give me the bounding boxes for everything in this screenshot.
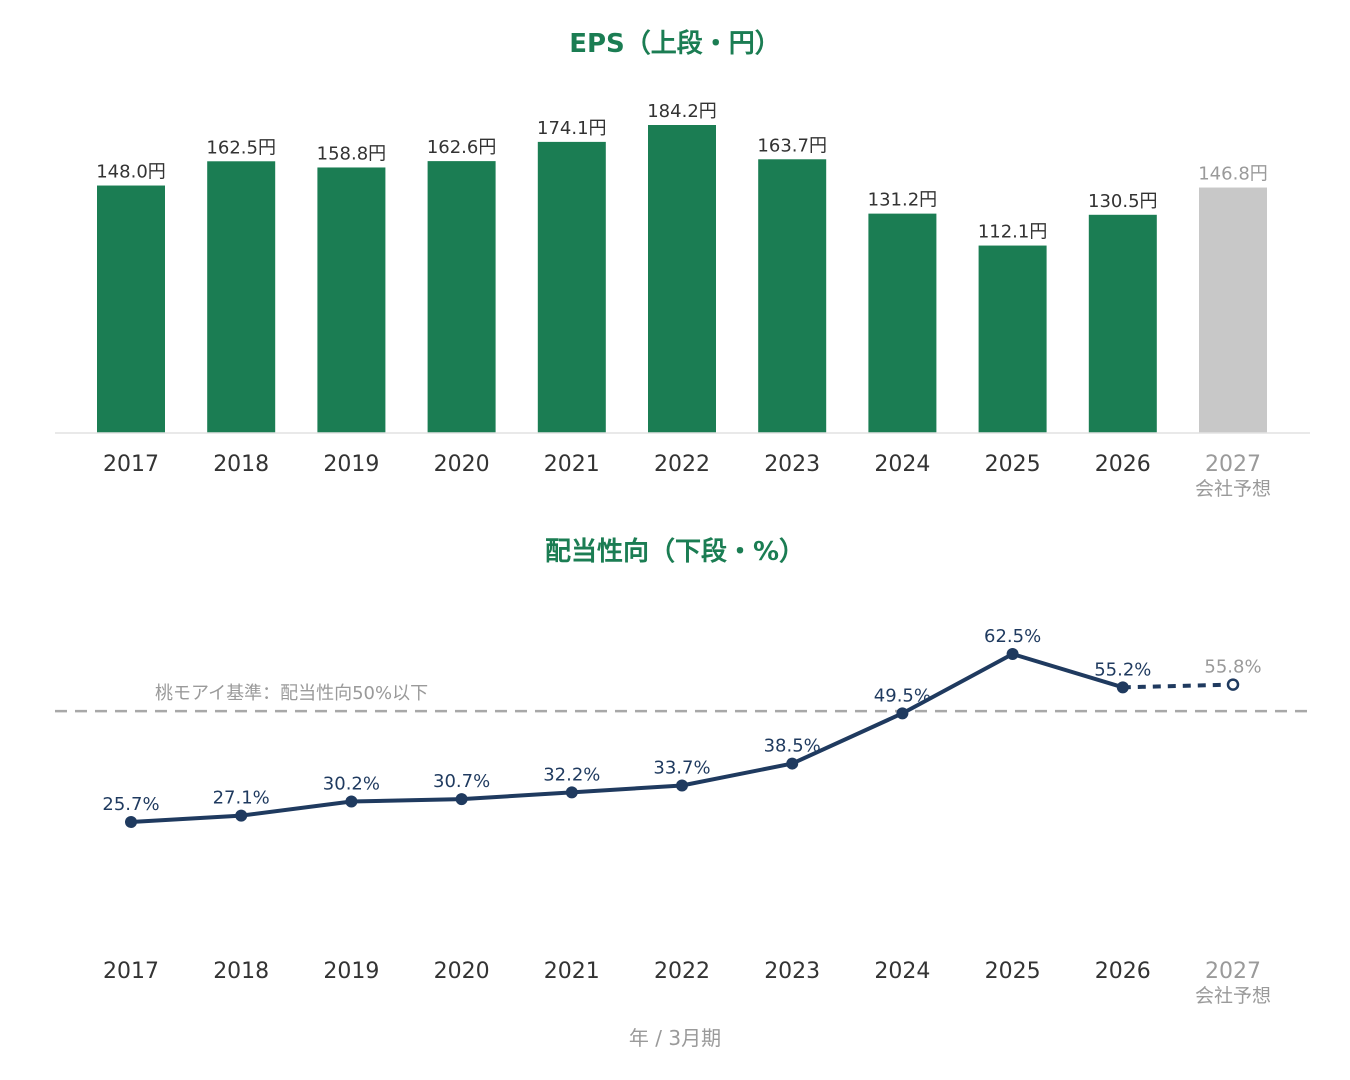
payout-tick-2023: 2023	[764, 959, 820, 984]
payout-line-forecast	[1122, 682, 1234, 690]
payout-tick-2019: 2019	[323, 959, 379, 984]
eps-bar-label-2026: 130.5円	[1088, 191, 1158, 212]
reference-line-label: 桃モアイ基準：配当性向50%以下	[155, 683, 428, 704]
eps-bar-2026	[1088, 214, 1157, 433]
payout-tick-2021: 2021	[544, 959, 600, 984]
eps-tick-2021: 2021	[544, 452, 600, 477]
payout-point-2027	[1226, 678, 1240, 691]
eps-bars: 148.0円 162.5円 158.8円 162.6円 174.1円 184.2円 163.…	[96, 101, 1268, 434]
eps-bar-2023	[758, 159, 827, 433]
payout-point-2026	[1116, 681, 1129, 694]
eps-tick-2027: 2027	[1205, 452, 1261, 477]
eps-bar-2019	[317, 167, 386, 433]
payout-tick-2025: 2025	[985, 959, 1041, 984]
eps-forecast-sublabel: 会社予想	[1195, 478, 1271, 500]
eps-bar-label-2021: 174.1円	[537, 118, 607, 139]
eps-bar-2027	[1199, 187, 1267, 433]
eps-bar-2021	[537, 141, 606, 433]
payout-tick-2020: 2020	[434, 959, 490, 984]
eps-bar-label-2024: 131.2円	[868, 190, 938, 211]
eps-bar-2024	[868, 213, 937, 433]
payout-line-actual	[129, 652, 1125, 824]
eps-tick-2024: 2024	[874, 452, 930, 477]
payout-point-label-2025: 62.5%	[984, 626, 1041, 647]
eps-bar-label-2020: 162.6円	[427, 137, 497, 158]
payout-point-2019	[345, 795, 358, 808]
payout-point-2021	[565, 786, 578, 799]
eps-tick-2020: 2020	[434, 452, 490, 477]
payout-tick-2024: 2024	[874, 959, 930, 984]
eps-bar-label-2019: 158.8円	[317, 143, 387, 164]
payout-point-label-2017: 25.7%	[102, 794, 159, 815]
eps-chart-title: EPS（上段・円）	[569, 28, 781, 59]
payout-point-label-2021: 32.2%	[543, 764, 600, 785]
eps-tick-2017: 2017	[103, 452, 159, 477]
payout-point-2023	[786, 757, 799, 770]
payout-tick-2027: 2027	[1205, 959, 1261, 984]
eps-tick-2025: 2025	[985, 452, 1041, 477]
eps-tick-2018: 2018	[213, 452, 269, 477]
payout-line-series: 25.7% 27.1% 30.2% 30.7% 32.2% 33.7% 38.5% 49.5%…	[102, 626, 1262, 828]
eps-x-axis: 2017 2018 2019 2020 2021 2022 2023 2024 2025 2026…	[103, 452, 1271, 500]
eps-bar-2025	[978, 245, 1047, 433]
eps-bar-label-2022: 184.2円	[647, 101, 717, 122]
eps-bar-2022	[648, 125, 716, 433]
payout-point-label-2027: 55.8%	[1204, 657, 1261, 678]
payout-point-2018	[235, 809, 248, 822]
payout-point-2017	[125, 816, 137, 828]
payout-point-2025	[1006, 648, 1019, 660]
payout-point-2022	[676, 779, 688, 792]
eps-bar-2017	[97, 185, 165, 433]
eps-tick-2022: 2022	[654, 452, 710, 477]
payout-tick-2017: 2017	[103, 959, 159, 984]
eps-bar-label-2017: 148.0円	[96, 162, 166, 183]
payout-point-label-2026: 55.2%	[1094, 659, 1151, 680]
eps-bar-2018	[207, 161, 276, 433]
payout-point-label-2018: 27.1%	[213, 788, 270, 809]
eps-bar-label-2023: 163.7円	[757, 135, 827, 156]
eps-tick-2026: 2026	[1095, 452, 1151, 477]
payout-x-axis: 2017 2018 2019 2020 2021 2022 2023 2024 2025 2026…	[103, 959, 1271, 1007]
payout-point-label-2024: 49.5%	[874, 685, 931, 706]
eps-tick-2023: 2023	[764, 452, 820, 477]
payout-forecast-sublabel: 会社予想	[1195, 985, 1271, 1007]
payout-chart-title: 配当性向（下段・%）	[545, 536, 805, 567]
payout-point-label-2022: 33.7%	[653, 757, 710, 778]
eps-bar-label-2025: 112.1円	[978, 222, 1048, 243]
eps-bar-label-2027: 146.8円	[1198, 164, 1268, 185]
payout-tick-2026: 2026	[1095, 959, 1151, 984]
eps-bar-2020	[427, 161, 496, 434]
payout-point-label-2019: 30.2%	[323, 773, 380, 794]
eps-bar-label-2018: 162.5円	[206, 137, 276, 158]
payout-point-2024	[896, 707, 909, 720]
eps-tick-2019: 2019	[323, 452, 379, 477]
payout-point-label-2023: 38.5%	[764, 736, 821, 757]
payout-point-2020	[455, 793, 468, 806]
payout-point-label-2020: 30.7%	[433, 771, 490, 792]
payout-tick-2022: 2022	[654, 959, 710, 984]
payout-tick-2018: 2018	[213, 959, 269, 984]
x-axis-label: 年 / 3月期	[629, 1026, 721, 1050]
